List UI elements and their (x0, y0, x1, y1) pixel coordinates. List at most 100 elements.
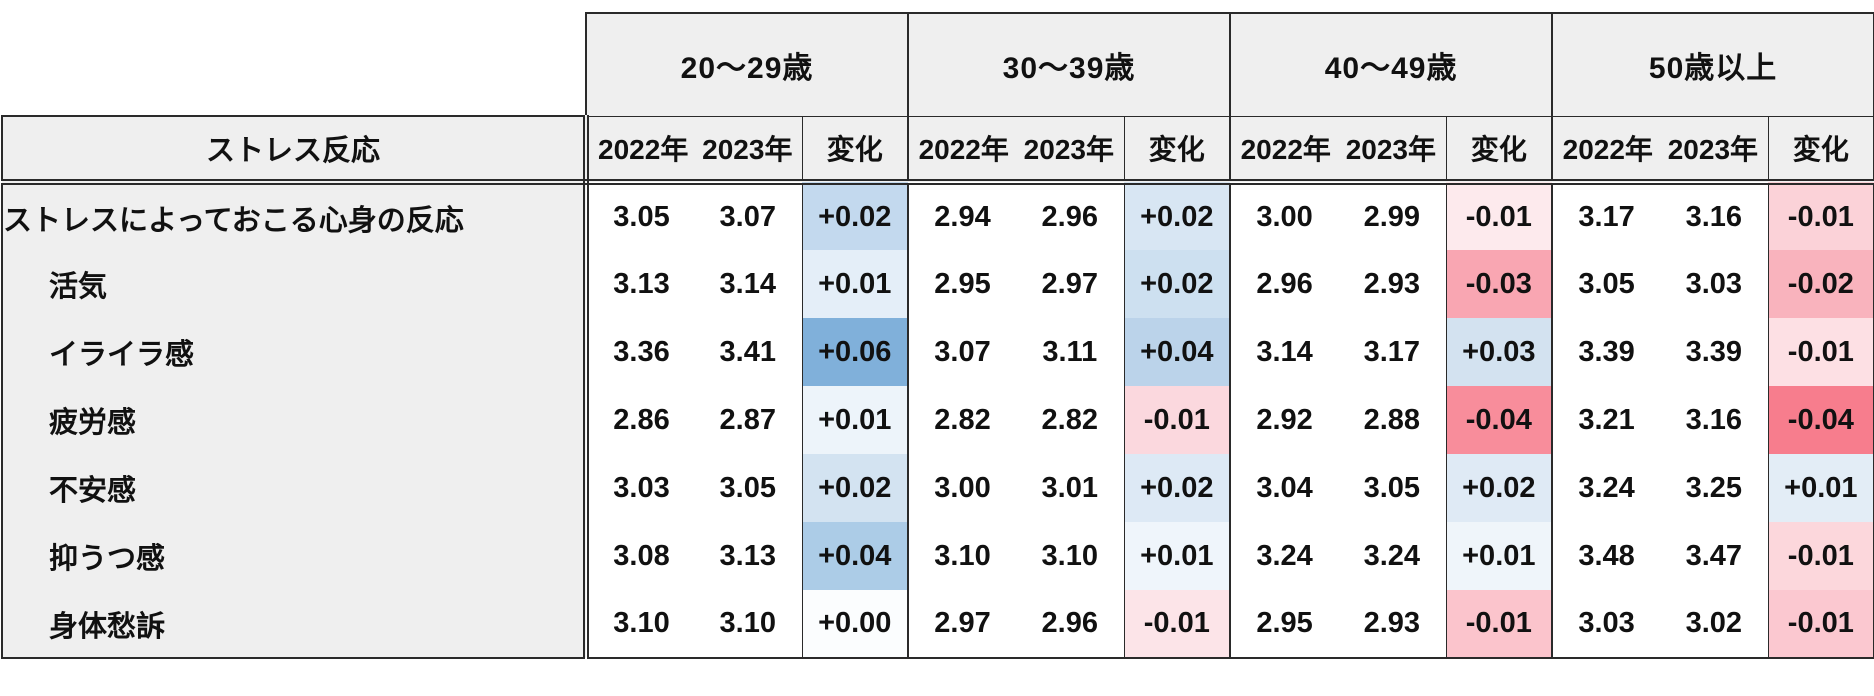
change-cell: +0.01 (802, 386, 910, 454)
value-2023: 2.96 (1016, 182, 1125, 250)
row-label: 不安感 (1, 454, 589, 522)
value-2023: 3.17 (1338, 318, 1447, 386)
value-2022: 2.94 (908, 182, 1017, 250)
value-2022: 2.95 (908, 250, 1017, 318)
change-cell: -0.04 (1768, 386, 1874, 454)
change-cell: +0.01 (802, 250, 910, 318)
value-2023: 3.10 (694, 590, 803, 659)
value-2022: 3.05 (1552, 250, 1661, 318)
year-2022-label: 2022年 (1562, 133, 1653, 165)
change-header-group2: 変化 (1124, 116, 1232, 185)
corner-blank-cell (2, 13, 586, 116)
change-cell: +0.02 (1124, 250, 1232, 318)
year-headers-group4: 2022年 2023年 (1551, 116, 1769, 185)
year-headers-group3: 2022年 2023年 (1229, 116, 1447, 185)
table-row-overall: ストレスによっておこる心身の反応 3.05 3.07 +0.02 2.94 2.… (1, 182, 1874, 250)
value-2022: 2.82 (908, 386, 1017, 454)
value-2022: 2.97 (908, 590, 1017, 659)
corner-header-stress-reaction: ストレス反応 (1, 115, 589, 185)
stress-reaction-table: 20〜29歳 30〜39歳 40〜49歳 50歳以上 ストレス反応 2022年 2… (1, 12, 1874, 659)
value-2023: 2.87 (694, 386, 803, 454)
row-label: イライラ感 (1, 318, 589, 386)
value-2023: 3.39 (1660, 318, 1769, 386)
age-group-header-40-49: 40〜49歳 (1229, 12, 1554, 117)
change-cell: -0.01 (1768, 590, 1874, 659)
value-2023: 3.03 (1660, 250, 1769, 318)
value-2023: 3.07 (694, 182, 803, 250)
change-cell: -0.03 (1446, 250, 1554, 318)
value-2023: 2.96 (1016, 590, 1125, 659)
change-cell: -0.01 (1768, 522, 1874, 590)
table-row-somatic-complaints: 身体愁訴 3.10 3.10 +0.00 2.97 2.96 -0.01 2.9… (1, 590, 1874, 659)
change-cell: +0.02 (1124, 454, 1232, 522)
value-2022: 3.10 (908, 522, 1017, 590)
change-cell: +0.02 (1446, 454, 1554, 522)
year-2023-label: 2023年 (702, 133, 793, 165)
value-2022: 3.00 (1230, 182, 1339, 250)
value-2022: 2.96 (1230, 250, 1339, 318)
value-2023: 3.16 (1660, 386, 1769, 454)
value-2022: 3.48 (1552, 522, 1661, 590)
year-2022-label: 2022年 (1240, 133, 1331, 165)
change-cell: -0.01 (1446, 590, 1554, 659)
year-headers-group2: 2022年 2023年 (907, 116, 1125, 185)
age-group-header-50-plus: 50歳以上 (1551, 12, 1874, 117)
table-row-depression: 抑うつ感 3.08 3.13 +0.04 3.10 3.10 +0.01 3.2… (1, 522, 1874, 590)
change-cell: +0.02 (802, 454, 910, 522)
value-2022: 3.21 (1552, 386, 1661, 454)
change-cell: +0.01 (1768, 454, 1874, 522)
row-label: 疲労感 (1, 386, 589, 454)
value-2023: 2.97 (1016, 250, 1125, 318)
table-row-fatigue: 疲労感 2.86 2.87 +0.01 2.82 2.82 -0.01 2.92… (1, 386, 1874, 454)
value-2023: 2.93 (1338, 590, 1447, 659)
table-row-vigor: 活気 3.13 3.14 +0.01 2.95 2.97 +0.02 2.96 … (1, 250, 1874, 318)
value-2023: 3.05 (1338, 454, 1447, 522)
value-2023: 3.41 (694, 318, 803, 386)
value-2023: 3.24 (1338, 522, 1447, 590)
value-2022: 3.14 (1230, 318, 1339, 386)
value-2023: 3.25 (1660, 454, 1769, 522)
change-cell: +0.06 (802, 318, 910, 386)
year-2022-label: 2022年 (918, 133, 1009, 165)
value-2022: 3.39 (1552, 318, 1661, 386)
value-2022: 3.04 (1230, 454, 1339, 522)
value-2023: 2.82 (1016, 386, 1125, 454)
year-2023-label: 2023年 (1345, 133, 1436, 165)
column-header-row: ストレス反応 2022年 2023年 変化 2022年 2023年 変化 2022年… (1, 115, 1874, 185)
value-2022: 3.05 (586, 182, 694, 250)
value-2022: 3.03 (1552, 590, 1661, 659)
change-cell: +0.00 (802, 590, 910, 659)
change-cell: -0.01 (1768, 182, 1874, 250)
change-cell: +0.01 (1124, 522, 1232, 590)
change-cell: +0.03 (1446, 318, 1554, 386)
table-body: ストレスによっておこる心身の反応 3.05 3.07 +0.02 2.94 2.… (1, 182, 1874, 659)
change-cell: -0.02 (1768, 250, 1874, 318)
change-cell: +0.01 (1446, 522, 1554, 590)
table-header: 20〜29歳 30〜39歳 40〜49歳 50歳以上 ストレス反応 2022年 2… (1, 12, 1874, 185)
change-cell: -0.04 (1446, 386, 1554, 454)
value-2023: 3.05 (694, 454, 803, 522)
value-2023: 2.88 (1338, 386, 1447, 454)
value-2023: 3.01 (1016, 454, 1125, 522)
change-cell: +0.02 (1124, 182, 1232, 250)
value-2022: 3.24 (1230, 522, 1339, 590)
value-2022: 3.17 (1552, 182, 1661, 250)
value-2022: 3.03 (586, 454, 694, 522)
table-row-anxiety: 不安感 3.03 3.05 +0.02 3.00 3.01 +0.02 3.04… (1, 454, 1874, 522)
age-group-header-20-29: 20〜29歳 (584, 12, 910, 117)
age-group-header-row: 20〜29歳 30〜39歳 40〜49歳 50歳以上 (2, 12, 1874, 117)
row-label: ストレスによっておこる心身の反応 (1, 182, 589, 250)
value-2023: 2.93 (1338, 250, 1447, 318)
change-cell: -0.01 (1124, 590, 1232, 659)
value-2023: 3.14 (694, 250, 803, 318)
value-2023: 3.47 (1660, 522, 1769, 590)
year-2023-label: 2023年 (1023, 133, 1114, 165)
change-cell: +0.04 (1124, 318, 1232, 386)
change-header-group1: 変化 (802, 116, 910, 185)
row-label: 活気 (1, 250, 589, 318)
table-row-irritation: イライラ感 3.36 3.41 +0.06 3.07 3.11 +0.04 3.… (1, 318, 1874, 386)
value-2023: 3.13 (694, 522, 803, 590)
value-2023: 3.10 (1016, 522, 1125, 590)
age-group-header-30-39: 30〜39歳 (907, 12, 1232, 117)
change-cell: -0.01 (1124, 386, 1232, 454)
